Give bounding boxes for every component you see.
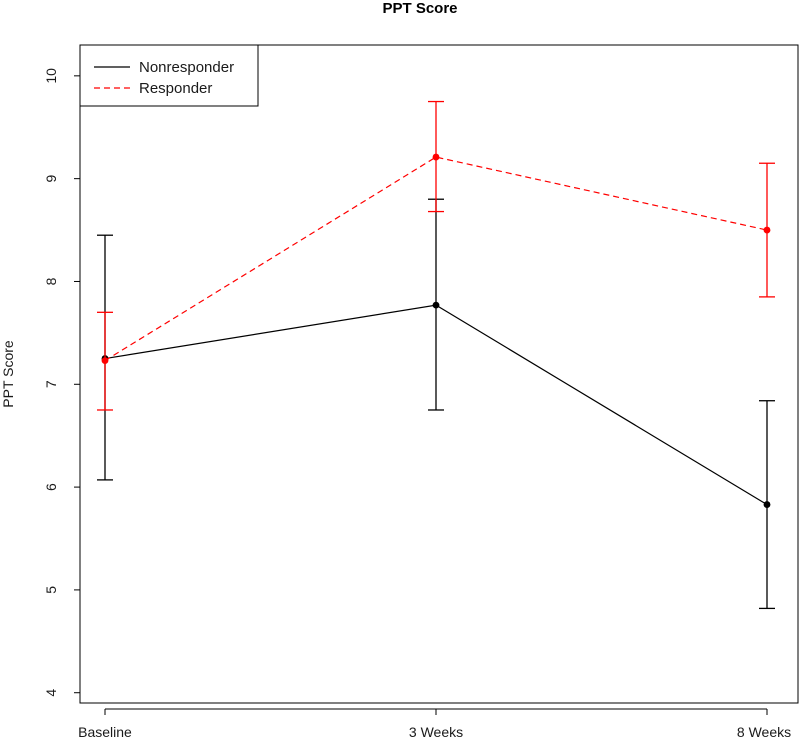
y-tick-label: 4 [43, 689, 59, 697]
y-tick-label: 6 [43, 483, 59, 491]
y-tick-label: 8 [43, 277, 59, 285]
legend: Nonresponder Responder [79, 44, 259, 107]
series-line [104, 156, 768, 362]
chart-title: PPT Score [382, 0, 457, 17]
legend-label-nonresponder: Nonresponder [139, 59, 234, 76]
x-tick-label: 8 Weeks [737, 724, 791, 739]
data-point [763, 501, 771, 508]
data-point [763, 226, 771, 234]
y-axis-title: PPT Score [0, 340, 16, 408]
series-responder [97, 100, 775, 411]
y-tick-label: 9 [43, 175, 59, 183]
y-tick-label: 7 [43, 380, 59, 388]
x-tick-label: Baseline [78, 724, 132, 739]
data-point [432, 301, 440, 309]
plot-area [79, 44, 799, 704]
legend-box [79, 44, 259, 107]
data-point [432, 153, 440, 161]
legend-label-responder: Responder [139, 80, 212, 97]
y-tick-label: 10 [43, 68, 59, 84]
series-nonresponder [97, 198, 775, 610]
x-tick-label: 3 Weeks [409, 724, 463, 739]
data-point [101, 357, 109, 365]
y-tick-label: 5 [43, 586, 59, 594]
